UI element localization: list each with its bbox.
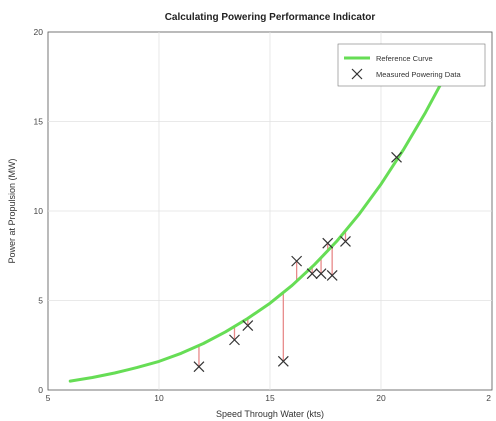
- x-tick-label: 2: [486, 393, 491, 403]
- measured-point: [322, 237, 334, 249]
- x-tick-label: 10: [154, 393, 164, 403]
- measured-point: [277, 355, 289, 367]
- marker-stroke: [229, 334, 240, 346]
- x-tick-label: 5: [46, 393, 51, 403]
- y-tick-label: 20: [34, 27, 44, 37]
- legend-reference-label: Reference Curve: [376, 54, 433, 63]
- legend-box: [337, 43, 486, 87]
- marker-stroke: [242, 320, 254, 331]
- legend-measured-marker: [351, 68, 363, 80]
- marker-stroke: [193, 361, 205, 373]
- measured-point: [315, 268, 327, 280]
- measured-point: [391, 151, 402, 163]
- measured-point: [340, 236, 351, 247]
- grid: [48, 32, 492, 390]
- marker-stroke: [315, 268, 327, 280]
- measured-point: [242, 320, 254, 331]
- marker-stroke: [277, 355, 289, 367]
- x-tick-label: 15: [265, 393, 275, 403]
- y-tick-label: 5: [38, 296, 43, 306]
- marker-stroke: [326, 270, 338, 281]
- x-axis-label: Speed Through Water (kts): [216, 409, 324, 419]
- measured-point: [306, 268, 318, 280]
- measured-point: [229, 334, 240, 346]
- marker-stroke: [340, 236, 351, 247]
- marker-stroke: [291, 255, 303, 267]
- legend-measured-label: Measured Powering Data: [376, 70, 461, 79]
- legend: Reference Curve Measured Powering Data: [337, 43, 486, 87]
- y-tick-label: 0: [38, 385, 43, 395]
- y-axis-label: Power at Propulsion (MW): [7, 158, 17, 263]
- marker-stroke: [306, 268, 318, 280]
- marker-stroke: [351, 68, 363, 80]
- y-tick-label: 10: [34, 206, 44, 216]
- x-tick-label: 20: [376, 393, 386, 403]
- measured-point: [291, 255, 303, 267]
- y-tick-label: 15: [34, 117, 44, 127]
- series-layer: [68, 48, 461, 383]
- measured-point: [326, 270, 338, 281]
- legend-cross-marker: [351, 68, 363, 80]
- chart-title: Calculating Powering Performance Indicat…: [165, 12, 376, 23]
- marker-stroke: [391, 151, 402, 163]
- marker-stroke: [322, 237, 334, 249]
- reference-curve-line: [68, 48, 461, 383]
- measured-point: [193, 361, 205, 373]
